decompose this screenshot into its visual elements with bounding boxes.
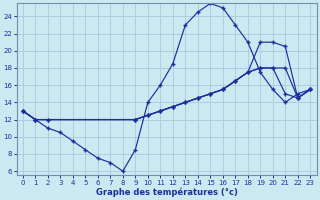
X-axis label: Graphe des températures (°c): Graphe des températures (°c) xyxy=(96,187,237,197)
